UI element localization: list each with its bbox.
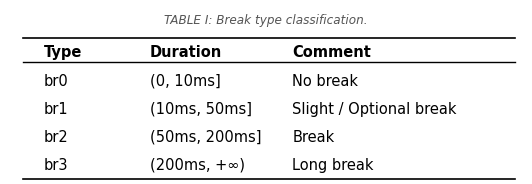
Text: br2: br2 [44,130,69,145]
Text: Break: Break [293,130,335,145]
Text: Comment: Comment [293,45,371,60]
Text: (10ms, 50ms]: (10ms, 50ms] [149,102,252,117]
Text: No break: No break [293,74,359,89]
Text: Duration: Duration [149,45,222,60]
Text: TABLE I: Break type classification.: TABLE I: Break type classification. [164,14,368,27]
Text: br3: br3 [44,158,68,173]
Text: Type: Type [44,45,82,60]
Text: br1: br1 [44,102,68,117]
Text: (50ms, 200ms]: (50ms, 200ms] [149,130,261,145]
Text: Long break: Long break [293,158,374,173]
Text: (0, 10ms]: (0, 10ms] [149,74,220,89]
Text: br0: br0 [44,74,69,89]
Text: (200ms, +∞): (200ms, +∞) [149,158,245,173]
Text: Slight / Optional break: Slight / Optional break [293,102,457,117]
